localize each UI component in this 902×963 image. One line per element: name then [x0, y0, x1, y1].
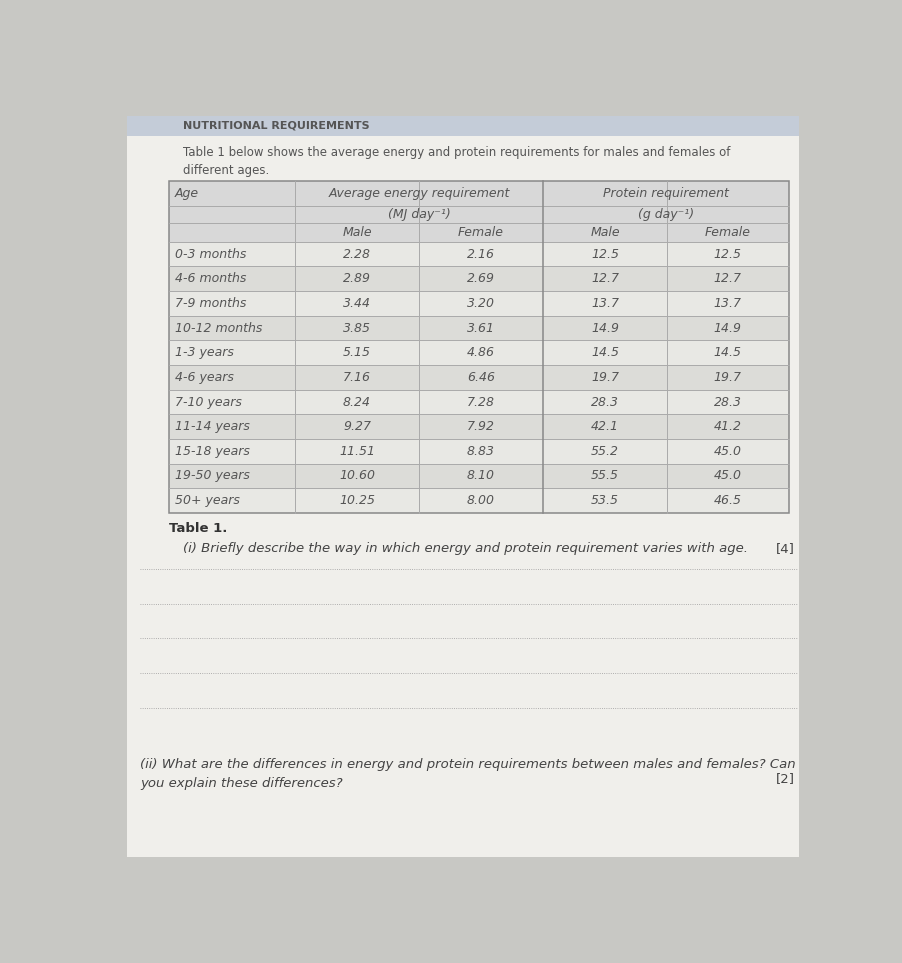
- Text: 7.28: 7.28: [466, 396, 494, 408]
- Bar: [169, 488, 787, 513]
- Text: 2.16: 2.16: [466, 247, 494, 261]
- Bar: [169, 267, 787, 291]
- Text: 42.1: 42.1: [590, 420, 618, 433]
- Text: 3.44: 3.44: [343, 297, 371, 310]
- Text: (MJ day⁻¹): (MJ day⁻¹): [387, 208, 450, 221]
- Text: Female: Female: [457, 225, 503, 239]
- Text: 12.7: 12.7: [713, 273, 741, 285]
- Text: 3.85: 3.85: [343, 322, 371, 334]
- Text: 28.3: 28.3: [590, 396, 618, 408]
- Text: 4-6 years: 4-6 years: [175, 371, 234, 384]
- Bar: [169, 181, 787, 242]
- Text: 14.9: 14.9: [713, 322, 741, 334]
- Text: 50+ years: 50+ years: [175, 494, 240, 508]
- Text: 2.89: 2.89: [343, 273, 371, 285]
- Text: 53.5: 53.5: [590, 494, 618, 508]
- Text: (g day⁻¹): (g day⁻¹): [637, 208, 693, 221]
- Text: Age: Age: [175, 187, 198, 200]
- Text: (ii) What are the differences in energy and protein requirements between males a: (ii) What are the differences in energy …: [140, 758, 795, 790]
- Bar: [169, 414, 787, 439]
- Text: 41.2: 41.2: [713, 420, 741, 433]
- Text: 5.15: 5.15: [343, 347, 371, 359]
- Text: 19.7: 19.7: [590, 371, 618, 384]
- Text: 28.3: 28.3: [713, 396, 741, 408]
- Bar: [169, 316, 787, 340]
- Bar: [169, 340, 787, 365]
- Text: 1-3 years: 1-3 years: [175, 347, 234, 359]
- Text: 4-6 months: 4-6 months: [175, 273, 246, 285]
- Text: 45.0: 45.0: [713, 445, 741, 457]
- Bar: [126, 116, 798, 136]
- Text: 4.86: 4.86: [466, 347, 494, 359]
- Bar: [169, 365, 787, 390]
- Text: Protein requirement: Protein requirement: [603, 187, 728, 200]
- Text: 8.83: 8.83: [466, 445, 494, 457]
- Text: 6.46: 6.46: [466, 371, 494, 384]
- Text: 55.2: 55.2: [590, 445, 618, 457]
- Text: 13.7: 13.7: [590, 297, 618, 310]
- Text: 11-14 years: 11-14 years: [175, 420, 250, 433]
- Text: 2.28: 2.28: [343, 247, 371, 261]
- Text: 19-50 years: 19-50 years: [175, 469, 250, 482]
- Text: 55.5: 55.5: [590, 469, 618, 482]
- Text: Female: Female: [704, 225, 750, 239]
- Text: [4]: [4]: [775, 542, 794, 555]
- Text: Table 1 below shows the average energy and protein requirements for males and fe: Table 1 below shows the average energy a…: [182, 146, 729, 177]
- Text: 14.5: 14.5: [590, 347, 618, 359]
- Text: 46.5: 46.5: [713, 494, 741, 508]
- Text: NUTRITIONAL REQUIREMENTS: NUTRITIONAL REQUIREMENTS: [182, 120, 369, 131]
- Text: 7.16: 7.16: [343, 371, 371, 384]
- Text: Table 1.: Table 1.: [169, 522, 226, 535]
- Text: 8.24: 8.24: [343, 396, 371, 408]
- Text: 9.27: 9.27: [343, 420, 371, 433]
- Bar: [169, 439, 787, 463]
- Bar: [169, 181, 787, 513]
- Text: 19.7: 19.7: [713, 371, 741, 384]
- Text: 45.0: 45.0: [713, 469, 741, 482]
- Text: 10.60: 10.60: [338, 469, 374, 482]
- Text: 13.7: 13.7: [713, 297, 741, 310]
- Text: 12.5: 12.5: [713, 247, 741, 261]
- Text: 11.51: 11.51: [338, 445, 374, 457]
- Bar: [169, 390, 787, 414]
- Bar: [169, 291, 787, 316]
- Text: 2.69: 2.69: [466, 273, 494, 285]
- Text: 3.20: 3.20: [466, 297, 494, 310]
- Text: 12.7: 12.7: [590, 273, 618, 285]
- Text: 14.9: 14.9: [590, 322, 618, 334]
- Text: 0-3 months: 0-3 months: [175, 247, 246, 261]
- Bar: [169, 242, 787, 267]
- Text: [2]: [2]: [775, 771, 794, 785]
- Text: 10.25: 10.25: [338, 494, 374, 508]
- Text: (i) Briefly describe the way in which energy and protein requirement varies with: (i) Briefly describe the way in which en…: [182, 542, 747, 555]
- Text: Average energy requirement: Average energy requirement: [328, 187, 509, 200]
- Text: 3.61: 3.61: [466, 322, 494, 334]
- Text: 15-18 years: 15-18 years: [175, 445, 250, 457]
- Text: 8.10: 8.10: [466, 469, 494, 482]
- Text: 7-10 years: 7-10 years: [175, 396, 242, 408]
- Text: 7-9 months: 7-9 months: [175, 297, 246, 310]
- Text: 7.92: 7.92: [466, 420, 494, 433]
- Text: 14.5: 14.5: [713, 347, 741, 359]
- Bar: [169, 463, 787, 488]
- Text: Male: Male: [590, 225, 619, 239]
- Text: 10-12 months: 10-12 months: [175, 322, 262, 334]
- Text: 12.5: 12.5: [590, 247, 618, 261]
- Text: 8.00: 8.00: [466, 494, 494, 508]
- Text: Male: Male: [342, 225, 372, 239]
